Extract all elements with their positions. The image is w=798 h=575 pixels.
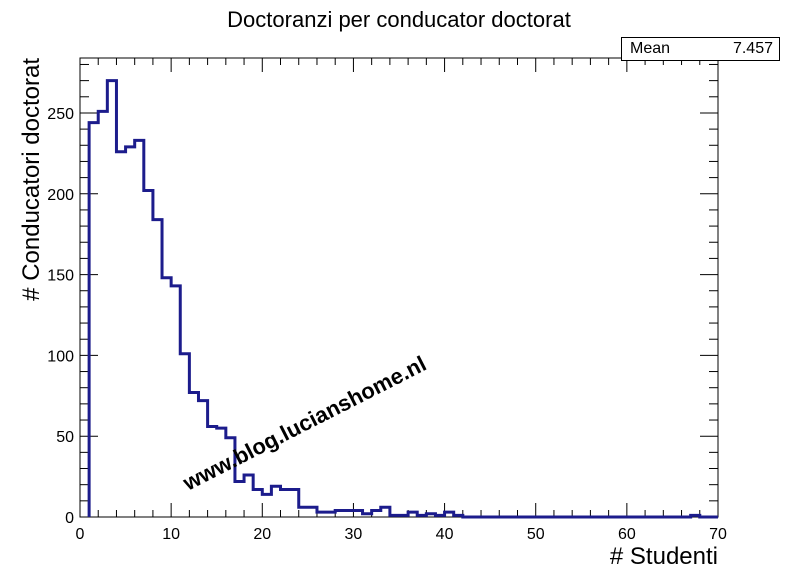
y-tick-label: 100: [47, 348, 74, 365]
x-tick-label: 60: [618, 526, 636, 543]
watermark-text: www.blog.lucianshome.nl: [178, 351, 430, 496]
y-axis-label: # Conducatori doctorat: [18, 58, 45, 301]
x-tick-label: 50: [527, 526, 545, 543]
y-tick-label: 50: [56, 429, 74, 446]
x-tick-label: 0: [76, 526, 85, 543]
chart-title: Doctoranzi per conducator doctorat: [227, 7, 571, 32]
x-axis-label: # Studenti: [610, 543, 718, 570]
y-tick-label: 0: [65, 510, 74, 527]
x-tick-label: 70: [709, 526, 727, 543]
axis-ticks: [79, 58, 719, 518]
x-tick-label: 10: [162, 526, 180, 543]
y-tick-label: 250: [47, 106, 74, 123]
stats-mean-value: 7.457: [732, 40, 773, 57]
x-tick-label: 40: [436, 526, 454, 543]
stats-mean-label: Mean: [630, 40, 671, 57]
plot-frame: [79, 57, 719, 518]
tick-labels: 0 10 20 30 40 50 60 70 0 50 100 150 200 250: [47, 106, 727, 543]
y-tick-label: 200: [47, 187, 74, 204]
stats-box: Mean 7.457: [621, 37, 780, 61]
histogram-series-line: [87, 79, 718, 519]
x-tick-label: 20: [253, 526, 271, 543]
y-tick-label: 150: [47, 268, 74, 285]
x-tick-label: 30: [345, 526, 363, 543]
